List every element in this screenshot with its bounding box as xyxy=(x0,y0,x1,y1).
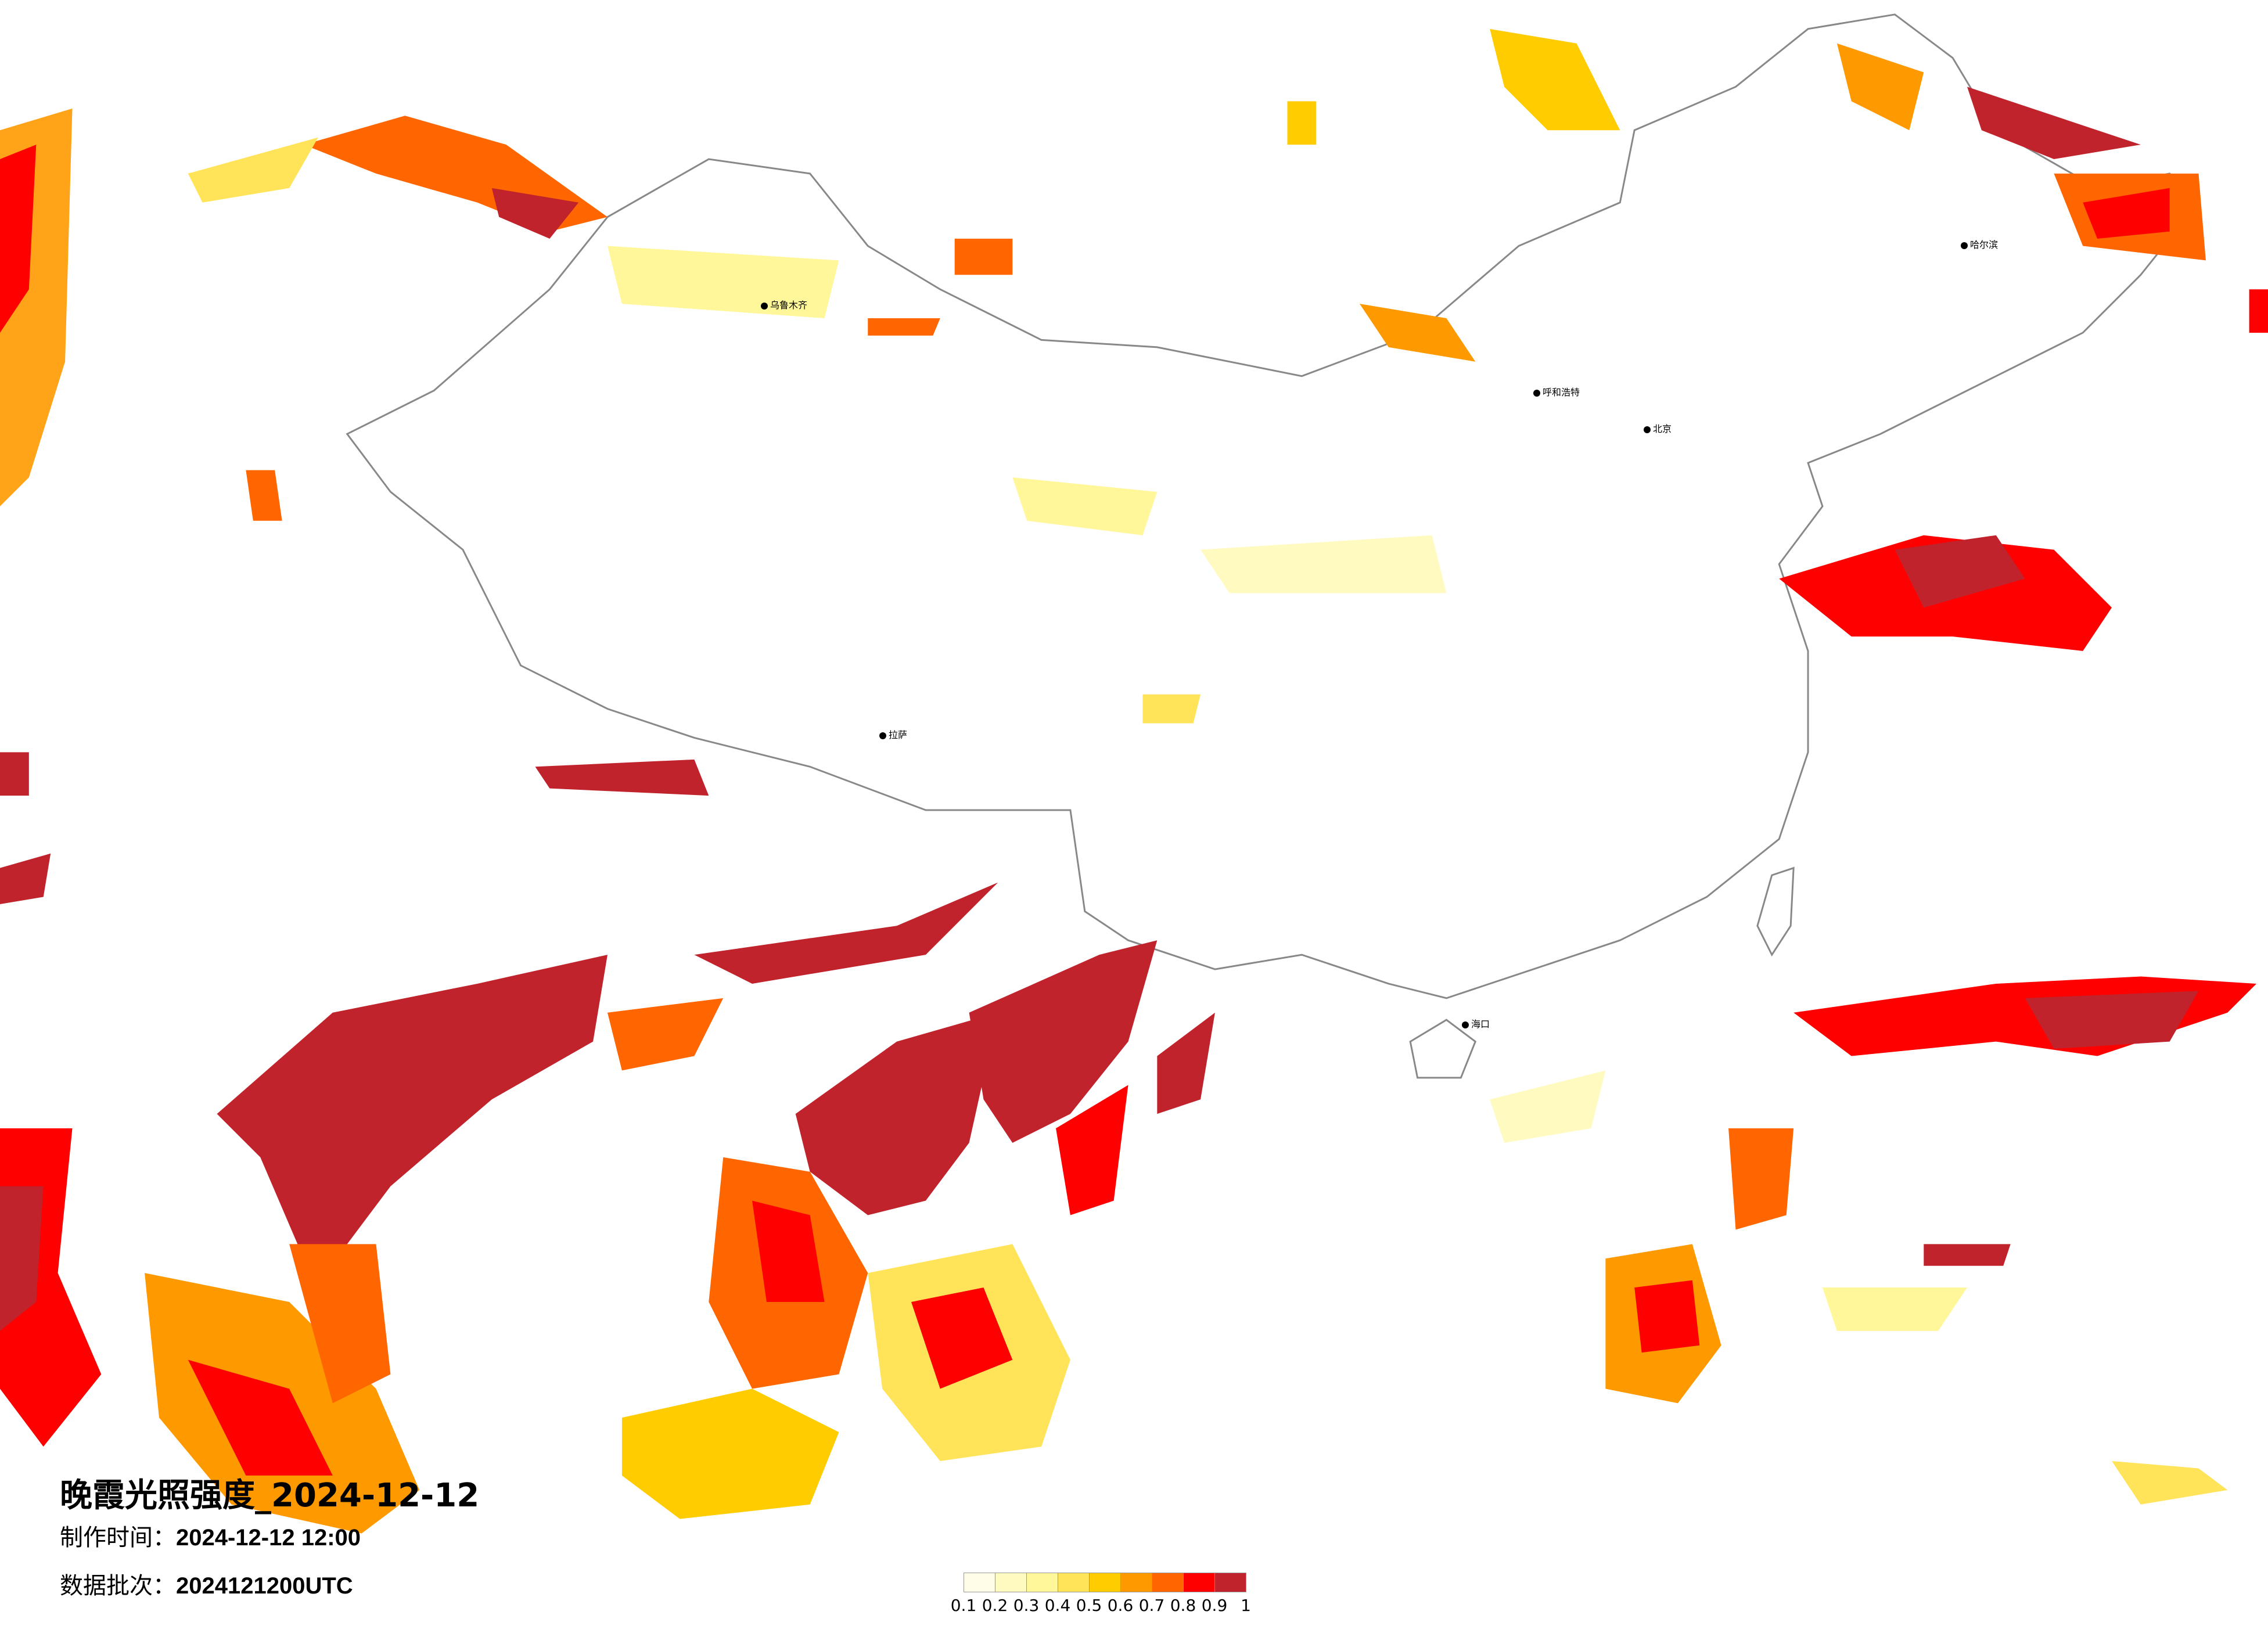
colorbar-swatch xyxy=(1184,1573,1215,1592)
city-label: 乌鲁木齐 xyxy=(761,297,807,311)
colorbar-ticks: 0.1 0.2 0.3 0.4 0.5 0.6 0.7 0.8 0.9 1 xyxy=(950,1596,1324,1619)
city-dot-icon xyxy=(1533,389,1540,397)
city-dot-icon xyxy=(1644,426,1651,433)
data-batch: 数据批次：2024121200UTC xyxy=(60,1573,353,1599)
colorbar-swatch xyxy=(1215,1573,1246,1592)
hainan-outline xyxy=(1409,1019,1477,1079)
colorbar-tick-label: 0.5 xyxy=(1076,1596,1102,1615)
colorbar-tick-label: 0.3 xyxy=(1013,1596,1040,1615)
colorbar-tick-label: 0.7 xyxy=(1138,1596,1165,1615)
country-outline xyxy=(346,13,2200,999)
city-label: 拉萨 xyxy=(879,727,907,741)
colorbar-swatch xyxy=(964,1573,995,1592)
colorbar-swatch xyxy=(1027,1573,1058,1592)
colorbar-legend xyxy=(964,1573,1246,1592)
colorbar-swatch xyxy=(1152,1573,1184,1592)
colorbar-tick-label: 0.9 xyxy=(1201,1596,1228,1615)
city-label: 北京 xyxy=(1644,421,1672,435)
colorbar-tick-label: 0.2 xyxy=(982,1596,1008,1615)
made-time: 制作时间：2024-12-12 12:00 xyxy=(60,1524,361,1551)
colorbar-tick-label: 0.1 xyxy=(950,1596,977,1615)
colorbar-tick-label: 0.6 xyxy=(1107,1596,1134,1615)
city-dot-icon xyxy=(1961,242,1968,249)
city-dot-icon xyxy=(1462,1021,1469,1028)
colorbar-tick-label: 1 xyxy=(1241,1596,1251,1615)
map-title: 晚霞光照强度_2024-12-12 xyxy=(60,1477,480,1515)
city-label: 哈尔滨 xyxy=(1961,237,1998,251)
colorbar-swatch xyxy=(1090,1573,1121,1592)
city-label: 海口 xyxy=(1462,1016,1490,1030)
taiwan-outline xyxy=(1756,866,1795,957)
intensity-patches xyxy=(0,28,2268,1534)
colorbar-swatch xyxy=(1121,1573,1152,1592)
colorbar-tick-label: 0.8 xyxy=(1170,1596,1196,1615)
colorbar-swatch xyxy=(1058,1573,1090,1592)
colorbar-tick-label: 0.4 xyxy=(1044,1596,1071,1615)
city-dot-icon xyxy=(879,732,886,739)
colorbar-swatch xyxy=(995,1573,1027,1592)
city-dot-icon xyxy=(761,302,768,310)
city-label: 呼和浩特 xyxy=(1533,384,1580,398)
